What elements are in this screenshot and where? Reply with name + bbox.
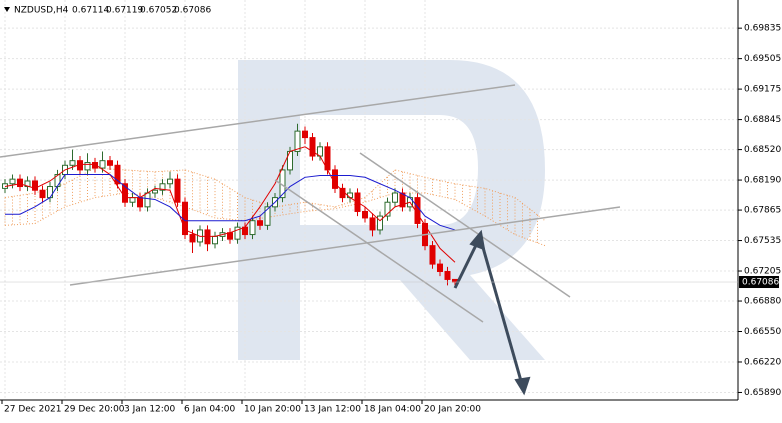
- candle-body: [114, 164, 121, 185]
- indicator-line: [5, 174, 456, 231]
- candle-body: [362, 210, 368, 219]
- y-tick-label: 0.69505: [744, 54, 781, 64]
- y-tick-label: 0.66550: [744, 327, 781, 337]
- indicator-line: [4, 146, 456, 263]
- candle-body: [107, 160, 113, 166]
- candle-body: [17, 178, 23, 188]
- x-tick-label: 10 Jan 20:00: [244, 405, 301, 415]
- candle-body: [159, 183, 166, 191]
- candle-body: [9, 178, 16, 185]
- candle-body: [189, 234, 196, 243]
- candle-body: [144, 192, 151, 208]
- candle-body: [92, 162, 98, 169]
- candle-body: [69, 160, 76, 166]
- candle-body: [212, 235, 218, 245]
- candle-body: [369, 217, 376, 231]
- candle-body: [129, 197, 136, 203]
- candle-body: [347, 192, 353, 199]
- price-tag-label: 0.67086: [742, 278, 779, 288]
- annotations: [0, 84, 621, 396]
- candle-body: [249, 220, 256, 236]
- y-tick-label: 0.68845: [744, 115, 781, 125]
- x-tick-label: 27 Dec 2021: [4, 405, 62, 415]
- candle-body: [392, 192, 398, 203]
- y-tick-label: 0.67205: [744, 267, 781, 277]
- x-tick-label: 18 Jan 04:00: [364, 405, 421, 415]
- candle-body: [227, 232, 233, 240]
- candle-body: [257, 220, 263, 226]
- y-tick-label: 0.66880: [744, 297, 781, 307]
- candle-body: [399, 192, 406, 208]
- candle-body: [309, 137, 316, 157]
- candle-body: [377, 215, 383, 231]
- y-tick-label: 0.69835: [744, 24, 781, 34]
- header-icon: [4, 7, 10, 12]
- candle-body: [152, 189, 158, 194]
- candle-body: [167, 178, 173, 185]
- axis-labels: 0.69835 0.69505 0.69175 0.68845 0.68520 0.681…: [0, 24, 781, 415]
- x-tick-label: 3 Jan 12:00: [124, 405, 176, 415]
- candle-body: [429, 245, 436, 265]
- candle-body: [174, 178, 181, 203]
- y-tick-label: 0.69175: [744, 85, 781, 95]
- x-tick-label: 13 Jan 12:00: [304, 405, 361, 415]
- x-tick-label: 29 Dec 20:00: [64, 405, 125, 415]
- y-tick-label: 0.68520: [744, 145, 781, 155]
- y-tick-label: 0.68190: [744, 176, 781, 186]
- candle-body: [302, 130, 308, 139]
- x-tick-label: 20 Jan 20:00: [424, 405, 481, 415]
- candle-body: [39, 189, 46, 199]
- header-high: 0.67119: [106, 6, 143, 16]
- candle-body: [32, 180, 38, 191]
- indicator-lines: [4, 146, 456, 263]
- symbol-title: NZDUSD,H4: [14, 6, 69, 16]
- candle-body: [234, 226, 241, 240]
- y-tick-label: 0.66220: [744, 357, 781, 367]
- header-close: 0.67086: [174, 6, 211, 16]
- x-tick-label: 6 Jan 04:00: [184, 405, 236, 415]
- header: NZDUSD,H4 0.67114 0.67119 0.67052 0.6708…: [4, 6, 211, 16]
- header-low: 0.67052: [140, 6, 177, 16]
- y-tick-label: 0.65890: [744, 388, 781, 398]
- candle-body: [444, 270, 451, 280]
- candle-body: [384, 201, 391, 217]
- candle-body: [137, 197, 143, 208]
- header-open: 0.67114: [72, 6, 109, 16]
- candle-body: [437, 263, 443, 272]
- candle-body: [84, 162, 91, 171]
- candle-body: [99, 160, 106, 169]
- candle-body: [47, 186, 53, 199]
- candle-body: [294, 130, 301, 152]
- y-tick-label: 0.67535: [744, 236, 781, 246]
- price-tag: [739, 276, 779, 289]
- candle-body: [264, 206, 271, 226]
- candle-body: [339, 187, 346, 199]
- y-tick-label: 0.67865: [744, 206, 781, 216]
